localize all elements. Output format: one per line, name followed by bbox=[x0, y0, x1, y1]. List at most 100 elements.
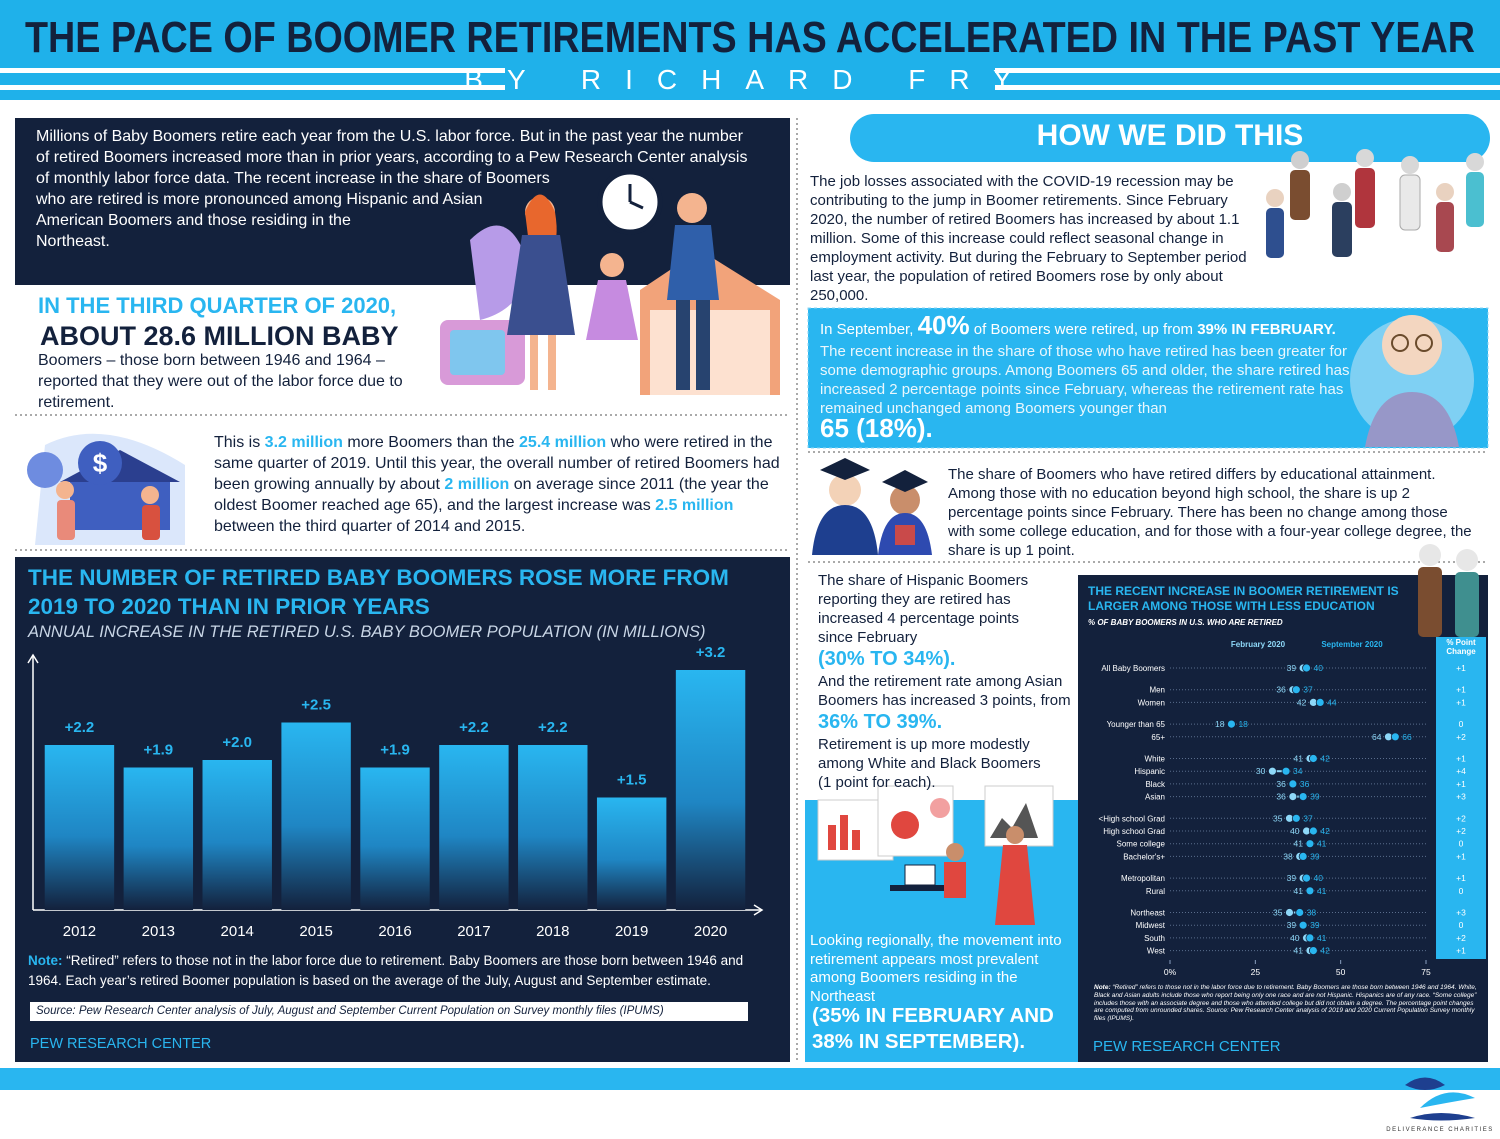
page-title: THE PACE OF BOOMER RETIREMENTS HAS ACCEL… bbox=[25, 13, 1475, 62]
change-label: +1 bbox=[1456, 873, 1466, 883]
dot-chart-title: THE RECENT INCREASE IN BOOMER RETIREMENT… bbox=[1088, 584, 1399, 613]
note-source: Source: Pew Research Center analysis of … bbox=[1094, 1007, 1475, 1023]
dot bbox=[1268, 766, 1277, 776]
change-label: +3 bbox=[1456, 792, 1466, 802]
dot bbox=[1305, 886, 1315, 896]
change-label: 0 bbox=[1459, 719, 1464, 729]
dot-label: 44 bbox=[1327, 697, 1337, 707]
value-label: +2.0 bbox=[222, 734, 252, 751]
text-run: between the third quarter of 2014 and 20… bbox=[214, 518, 526, 535]
row-label: <High school Grad bbox=[1099, 814, 1165, 823]
hispanic-text-2: And the retirement rate among Asian Boom… bbox=[818, 673, 1071, 709]
dot-label: 38 bbox=[1307, 908, 1317, 918]
x-tick-label: 2017 bbox=[457, 923, 490, 940]
dot-label: 39 bbox=[1310, 920, 1320, 930]
graduates-illustration bbox=[812, 458, 932, 555]
bar bbox=[360, 767, 430, 910]
row-label: Some college bbox=[1117, 840, 1166, 849]
couple-illustration bbox=[1418, 544, 1479, 637]
hispanic-big-1: (30% TO 34%). bbox=[818, 648, 956, 670]
note-label: Note: bbox=[28, 953, 63, 968]
x-tick-label: 50 bbox=[1336, 967, 1346, 977]
dot-label: 40 bbox=[1314, 663, 1324, 673]
highlight-text: Boomers – those born between 1946 and 19… bbox=[38, 352, 403, 411]
axis-arrow bbox=[753, 904, 764, 916]
row-label: West bbox=[1147, 947, 1166, 956]
dot-label: 42 bbox=[1320, 826, 1330, 836]
text-run: more Boomers than the bbox=[342, 434, 520, 451]
bar-chart-source: Source: Pew Research Center analysis of … bbox=[30, 1002, 748, 1021]
change-label: +1 bbox=[1456, 779, 1466, 789]
bar bbox=[596, 797, 667, 910]
bar bbox=[675, 670, 746, 910]
dot-chart: February 2020 September 2020 0% 25 50 75 All B… bbox=[1099, 640, 1467, 977]
change-label: +3 bbox=[1456, 908, 1466, 918]
dot-label: 41 bbox=[1293, 754, 1303, 764]
change-label: +2 bbox=[1456, 826, 1466, 836]
hispanic-text-3: Retirement is up more modestly among Whi… bbox=[818, 736, 1041, 791]
dot-chart-subtitle: % OF BABY BOOMERS IN U.S. WHO ARE RETIRE… bbox=[1088, 618, 1283, 627]
x-tick-label: 2020 bbox=[694, 923, 727, 940]
change-label: +2 bbox=[1456, 732, 1466, 742]
x-tick-label: 2016 bbox=[378, 923, 411, 940]
dot-label: 36 bbox=[1276, 779, 1286, 789]
method-pill bbox=[850, 114, 1490, 162]
dot bbox=[1315, 698, 1325, 707]
row-label: Younger than 65 bbox=[1107, 720, 1166, 729]
intro-text: Millions of Baby Boomers retire each yea… bbox=[36, 126, 756, 270]
dot-label: 40 bbox=[1290, 826, 1300, 836]
note-text: “Retired” refers to those not in the lab… bbox=[28, 953, 744, 988]
dot-label: 40 bbox=[1290, 933, 1300, 943]
september-lead: In September, 40% of Boomers were retire… bbox=[820, 312, 1380, 343]
dot-chart-note: Note: “Retired” refers to those not in t… bbox=[1094, 984, 1479, 1023]
hispanic-text: The share of Hispanic Boomers reporting … bbox=[818, 571, 1080, 792]
hispanic-text-1: The share of Hispanic Boomers reporting … bbox=[818, 572, 1029, 646]
september-text: The recent increase in the share of thos… bbox=[820, 343, 1350, 417]
dot-label: 41 bbox=[1317, 933, 1327, 943]
row-label: Hispanic bbox=[1134, 767, 1165, 776]
dot-label: 39 bbox=[1287, 920, 1297, 930]
x-tick-label: 2013 bbox=[142, 923, 175, 940]
highlight-lead: IN THE THIRD QUARTER OF 2020, bbox=[38, 293, 397, 318]
x-tick-label: 2012 bbox=[63, 923, 96, 940]
dot-label: 36 bbox=[1276, 792, 1286, 802]
bar-chart-credit: PEW RESEARCH CENTER bbox=[30, 1036, 212, 1052]
dot-label: 38 bbox=[1283, 851, 1293, 861]
legend-label: February 2020 bbox=[1231, 640, 1286, 649]
bar bbox=[123, 767, 194, 910]
value-label: +1.9 bbox=[144, 742, 174, 759]
dot-label: 42 bbox=[1297, 697, 1307, 707]
family-illustration bbox=[440, 169, 780, 395]
change-label: +4 bbox=[1456, 766, 1466, 776]
september-big: 65 (18%). bbox=[820, 413, 933, 443]
value-label: +1.5 bbox=[617, 772, 647, 789]
change-label: +1 bbox=[1456, 663, 1466, 673]
row-label: Northeast bbox=[1130, 909, 1165, 918]
bar-chart: +2.2 2012 +1.9 2013 +2.0 2014 +2.5 2015 +1.9 2016… bbox=[27, 644, 764, 940]
dot bbox=[1288, 779, 1298, 789]
change-header: % Point Change bbox=[1446, 638, 1476, 656]
value-label: +1.9 bbox=[380, 742, 410, 759]
bar bbox=[202, 760, 272, 910]
bar bbox=[518, 745, 588, 910]
text-run: In September, bbox=[820, 321, 918, 338]
row-label: High school Grad bbox=[1103, 827, 1165, 836]
dot bbox=[1302, 663, 1311, 673]
dot bbox=[1227, 719, 1236, 729]
text-run: This is bbox=[214, 434, 265, 451]
dot bbox=[1288, 792, 1298, 801]
dot-label: 66 bbox=[1402, 732, 1412, 742]
seniors-illustration bbox=[1266, 149, 1484, 258]
value-label: +2.2 bbox=[459, 719, 489, 736]
dot bbox=[1390, 732, 1400, 742]
highlight: 2 million bbox=[444, 476, 510, 493]
text-run: of Boomers were retired, up from bbox=[969, 321, 1198, 338]
office-illustration bbox=[817, 785, 1054, 925]
bar-chart-subtitle: ANNUAL INCREASE IN THE RETIRED U.S. BABY… bbox=[28, 623, 706, 641]
dot-label: 34 bbox=[1293, 766, 1303, 776]
value-label: +2.2 bbox=[538, 719, 568, 736]
dot-label: 39 bbox=[1310, 851, 1320, 861]
logo-text: DELIVERANCE CHARITIES bbox=[1386, 1127, 1494, 1133]
dot-label: 41 bbox=[1293, 886, 1303, 896]
